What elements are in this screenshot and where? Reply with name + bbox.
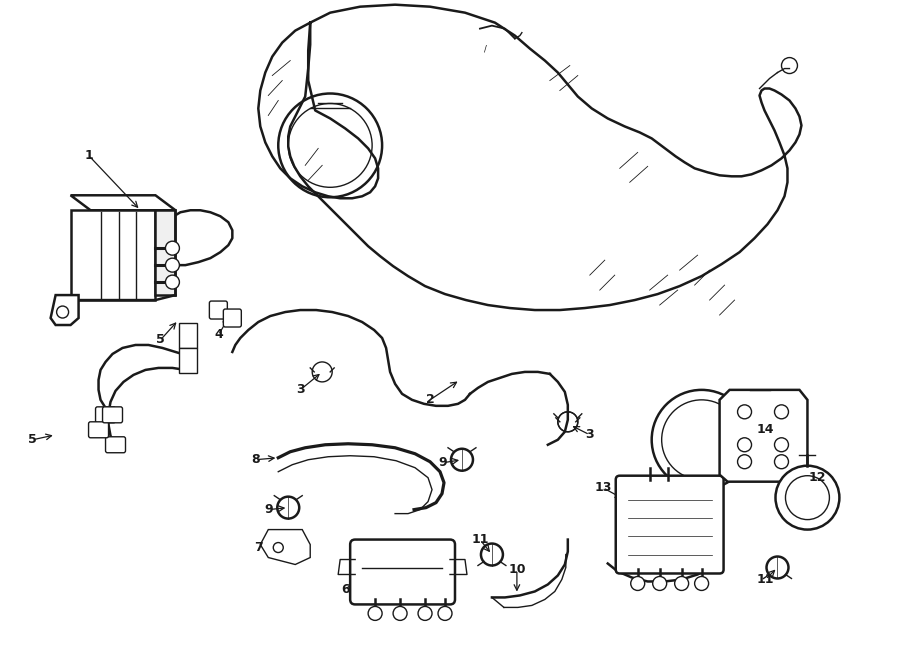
Text: 11: 11 <box>472 533 489 546</box>
Polygon shape <box>260 529 310 564</box>
Text: 14: 14 <box>757 423 774 436</box>
Circle shape <box>393 606 407 621</box>
Text: 9: 9 <box>264 503 273 516</box>
Bar <box>179 323 197 348</box>
Polygon shape <box>70 210 156 300</box>
Text: 3: 3 <box>586 428 594 442</box>
FancyBboxPatch shape <box>103 407 122 423</box>
Text: 5: 5 <box>156 334 165 346</box>
Circle shape <box>166 275 179 289</box>
Polygon shape <box>156 210 176 295</box>
Text: 1: 1 <box>85 149 93 162</box>
FancyBboxPatch shape <box>88 422 109 438</box>
Text: 4: 4 <box>214 329 222 342</box>
Circle shape <box>776 466 840 529</box>
Circle shape <box>675 576 688 590</box>
Text: 3: 3 <box>296 383 304 397</box>
Text: /: / <box>483 44 486 53</box>
FancyBboxPatch shape <box>210 301 228 319</box>
FancyBboxPatch shape <box>223 309 241 327</box>
Text: 7: 7 <box>254 541 263 554</box>
Polygon shape <box>720 390 807 482</box>
Bar <box>179 348 197 373</box>
Circle shape <box>631 576 644 590</box>
Text: 2: 2 <box>426 393 435 407</box>
Text: 5: 5 <box>28 433 37 446</box>
FancyBboxPatch shape <box>105 437 125 453</box>
Text: 11: 11 <box>757 573 774 586</box>
Text: 12: 12 <box>809 471 826 485</box>
FancyBboxPatch shape <box>95 407 115 423</box>
Circle shape <box>368 606 382 621</box>
Circle shape <box>695 576 708 590</box>
Text: 6: 6 <box>341 583 349 596</box>
Text: 9: 9 <box>438 456 447 469</box>
Circle shape <box>652 576 667 590</box>
FancyBboxPatch shape <box>350 539 455 604</box>
Circle shape <box>438 606 452 621</box>
Circle shape <box>418 606 432 621</box>
Text: 8: 8 <box>251 453 259 466</box>
Text: 10: 10 <box>508 563 526 576</box>
Circle shape <box>166 258 179 272</box>
Polygon shape <box>50 295 78 325</box>
Circle shape <box>166 241 179 255</box>
FancyBboxPatch shape <box>616 476 724 574</box>
Text: 13: 13 <box>594 481 611 494</box>
